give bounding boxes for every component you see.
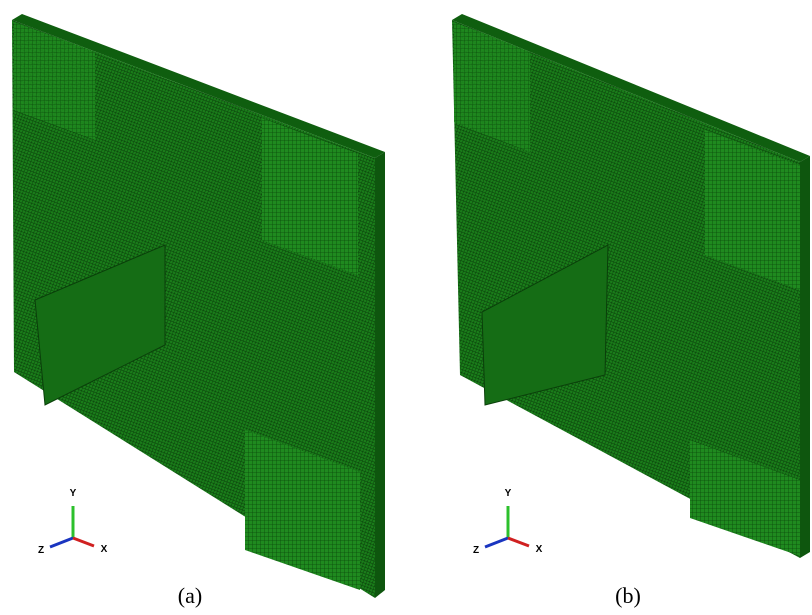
axis-label: Z (38, 545, 44, 556)
axis-z (485, 538, 508, 547)
axis-label: Y (505, 488, 512, 499)
panel-b: Y Z X (b) (452, 14, 810, 608)
axis-label: X (101, 544, 108, 555)
plate-side (800, 156, 810, 558)
caption: (a) (178, 583, 202, 608)
axis-z (50, 538, 73, 547)
axis-triad (50, 506, 94, 547)
axis-triad (485, 506, 529, 547)
panel-a: Y Z X (a) (12, 14, 385, 608)
axis-label: X (536, 544, 543, 555)
axis-label: Y (70, 488, 77, 499)
page: Y Z X (a) Y Z X (b) (() => { const data … (0, 0, 812, 615)
axis-label: Z (473, 545, 479, 556)
caption: (b) (615, 583, 641, 608)
plate-side (375, 152, 385, 598)
axis-x (508, 538, 529, 546)
figure: Y Z X (a) Y Z X (b) (0, 0, 812, 615)
axis-x (73, 538, 94, 546)
